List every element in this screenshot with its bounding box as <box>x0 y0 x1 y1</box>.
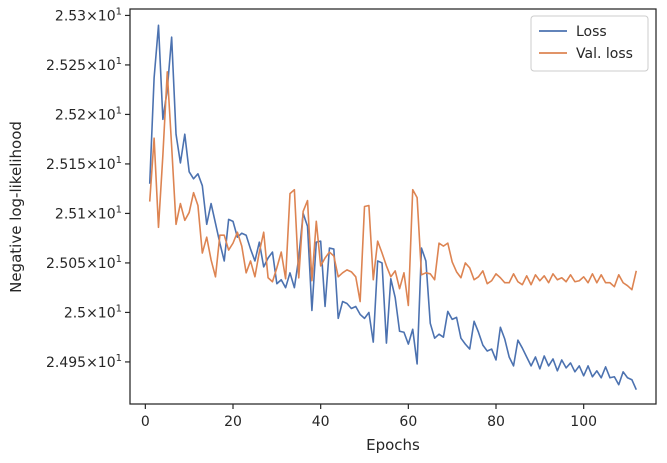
series-line-loss <box>148 24 638 390</box>
x-tick-label: 100 <box>570 414 597 430</box>
series-lines <box>148 24 638 390</box>
y-tick-label: 2.515×101 <box>46 155 122 173</box>
y-tick-label: 2.52×101 <box>55 105 122 123</box>
y-tick-label: 2.53×101 <box>55 6 122 24</box>
plot-frame <box>129 8 657 405</box>
legend-label: Loss <box>576 24 607 40</box>
x-tick-label: 40 <box>312 414 330 430</box>
y-tick-label: 2.525×101 <box>46 56 122 74</box>
legend: Loss Val. loss <box>530 15 649 72</box>
y-tick-label: 2.51×101 <box>55 204 122 222</box>
y-tick-label: 2.5×101 <box>64 303 122 321</box>
series-line-val-loss <box>148 71 638 307</box>
x-tick-label: 20 <box>224 414 242 430</box>
y-tick-label: 2.495×101 <box>46 353 122 371</box>
legend-label: Val. loss <box>576 46 633 62</box>
x-tick-label: 80 <box>487 414 505 430</box>
y-axis-label: Negative log-likelihood <box>7 121 25 293</box>
x-tick-label: 60 <box>399 414 417 430</box>
x-axis-label: Epochs <box>366 436 420 454</box>
x-tick-label: 0 <box>141 414 150 430</box>
y-tick-label: 2.505×101 <box>46 254 122 272</box>
y-axis: 2.495×101 2.5×101 2.505×101 2.51×101 2.515×1… <box>46 6 130 371</box>
x-axis: 0 20 40 60 80 100 <box>141 404 597 430</box>
legend-box <box>530 15 649 72</box>
